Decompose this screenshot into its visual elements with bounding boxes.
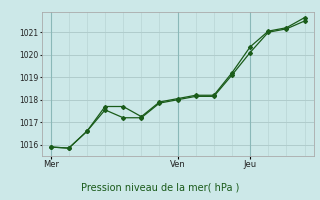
Text: Pression niveau de la mer( hPa ): Pression niveau de la mer( hPa )	[81, 182, 239, 192]
